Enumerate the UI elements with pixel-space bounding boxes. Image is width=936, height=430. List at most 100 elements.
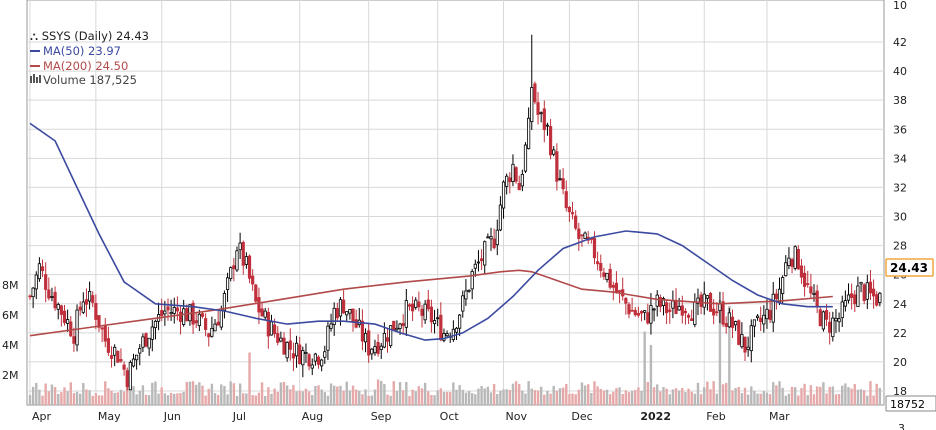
volume-bar [69,382,72,405]
volume-bar [737,387,740,405]
candle-body [599,263,603,271]
candle-body [527,117,531,150]
volume-bar [837,394,841,405]
volume-tick-label: 4M [2,339,19,352]
volume-bar [370,395,374,405]
volume-bar [762,391,766,405]
candle-body [781,277,785,294]
month-tick-label: Sep [371,410,392,423]
candle-body [846,294,851,301]
volume-bar [298,390,301,405]
candle-body [122,364,126,370]
volume-bar [307,391,311,405]
candle-body [693,301,697,325]
volume-bar [72,393,76,405]
candle-body [251,275,255,285]
volume-bar [615,388,618,405]
candle-body [323,351,327,358]
candle-body [796,249,800,270]
volume-bar [784,395,787,405]
candle-body [213,323,217,332]
volume-bar [652,387,656,405]
candle-body [273,324,277,335]
volume-bar [251,395,254,405]
volume-bar [546,390,549,405]
candle-body [467,289,471,292]
volume-bar [781,387,784,405]
candle-body [194,320,198,324]
candle-body [285,342,289,359]
candle-body [84,299,89,305]
candle-body [398,323,402,329]
volume-bar [787,393,791,405]
candle-body [533,83,537,103]
candle-body [868,281,873,294]
volume-bar [257,392,261,405]
candle-body [279,337,283,342]
volume-bar [339,385,342,405]
volume-bar [740,393,744,405]
volume-bar [238,383,242,405]
candle-body [508,177,512,183]
volume-bar [486,386,490,405]
volume-bar [157,393,160,405]
candle-body [216,321,220,326]
ma50-line [29,122,833,341]
candle-body [335,307,339,319]
volume-bar [577,389,581,405]
volume-bar [119,389,123,405]
volume-bar [543,394,546,405]
candle-body [765,308,769,320]
volume-bar [323,392,326,405]
candle-body [878,292,882,303]
volume-bar [445,391,449,405]
candle-body [235,250,239,271]
candle-body [605,272,609,280]
volume-bar [555,390,559,405]
candle-body [44,274,48,290]
legend-ma50: MA(50) 23.97 [43,44,121,58]
candle-body [831,317,835,338]
candle-body [636,313,640,316]
candle-body [348,309,352,314]
candle-body [840,301,844,319]
volume-bar [452,382,455,405]
candle-body [269,321,274,336]
candle-body [40,266,45,272]
volume-bar [724,382,728,405]
candle-body [677,306,681,311]
month-tick-label: Aug [302,410,323,423]
candle-body [759,317,763,323]
candle-body [806,283,810,285]
candle-body [135,354,139,361]
candle-body [320,359,324,367]
volume-bar [502,389,505,405]
candle-body [166,306,170,311]
volume-bar [765,392,769,405]
candle-body [28,295,32,298]
volume-bar [728,306,731,405]
volume-bar [627,392,631,405]
candle-body [646,312,650,324]
price-tick-label: 20 [893,356,907,369]
volume-bar [66,391,69,405]
volume-bar [449,392,452,405]
volume-bar [828,386,831,405]
volume-bar [151,382,154,405]
candle-body [712,308,716,316]
price-tick-label: 38 [893,94,907,107]
candle-body [561,178,565,190]
volume-bar [549,393,552,405]
volume-bar [295,391,298,405]
volume-bar [420,388,424,405]
candle-body [511,163,515,182]
volume-bar [279,382,283,405]
candle-body [768,309,772,320]
plot-frame [26,0,885,406]
volume-bar [113,392,116,405]
volume-bar [132,386,135,405]
candle-body [401,323,405,327]
volume-bar [703,387,706,405]
volume-bar [304,388,308,405]
volume-tick-label: 6M [2,309,19,322]
